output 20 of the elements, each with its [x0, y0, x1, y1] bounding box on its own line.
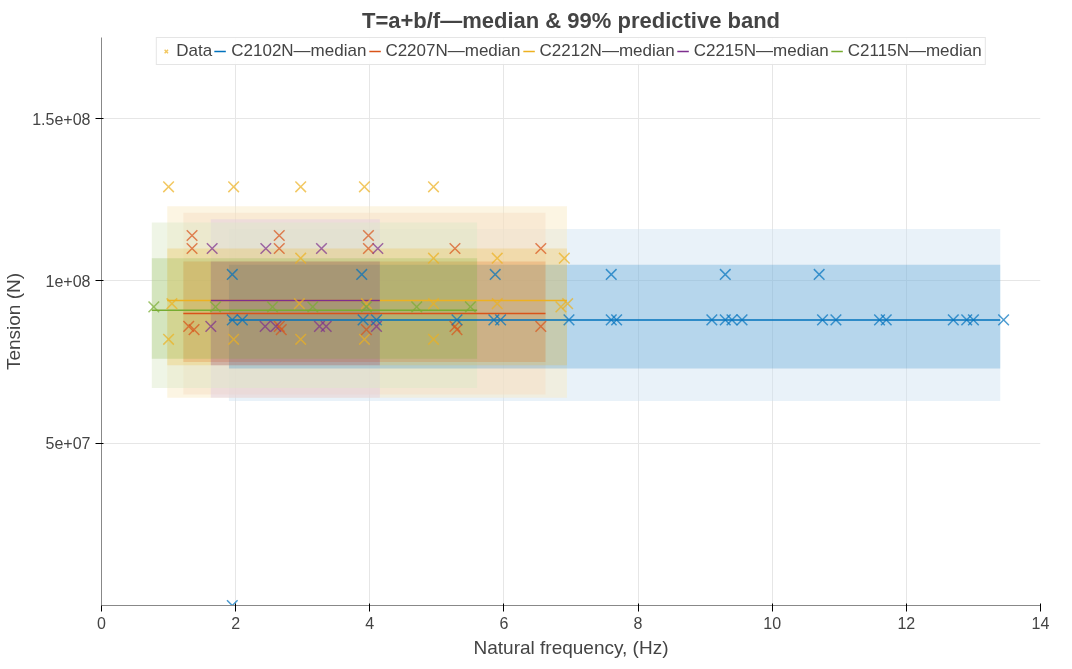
y-tick-label: 1.5e+08	[32, 110, 91, 128]
legend-label: C2215N—median	[693, 41, 829, 61]
chart-title: T=a+b/f—median & 99% predictive band	[361, 7, 781, 33]
x-tick-label: 2	[231, 614, 241, 632]
x-tick-label: 12	[897, 614, 916, 632]
legend-label: C2102N—median	[231, 41, 367, 61]
y-axis-title: Tension (N)	[3, 272, 25, 371]
legend-label: C2212N—median	[539, 41, 675, 61]
x-tick-label: 10	[763, 614, 782, 632]
x-tick-label: 8	[633, 614, 643, 632]
legend-label: C2207N—median	[385, 41, 521, 61]
legend-label: Data	[176, 41, 213, 61]
x-tick-label: 14	[1031, 614, 1050, 632]
y-tick-label: 1e+08	[45, 272, 91, 290]
y-tick-label: 5e+07	[45, 435, 91, 453]
legend-label: C2115N—median	[847, 41, 982, 61]
x-tick-label: 4	[365, 614, 375, 632]
x-tick-label: 0	[97, 614, 107, 632]
x-tick-label: 6	[499, 614, 509, 632]
x-axis-title: Natural frequency, (Hz)	[473, 636, 669, 658]
